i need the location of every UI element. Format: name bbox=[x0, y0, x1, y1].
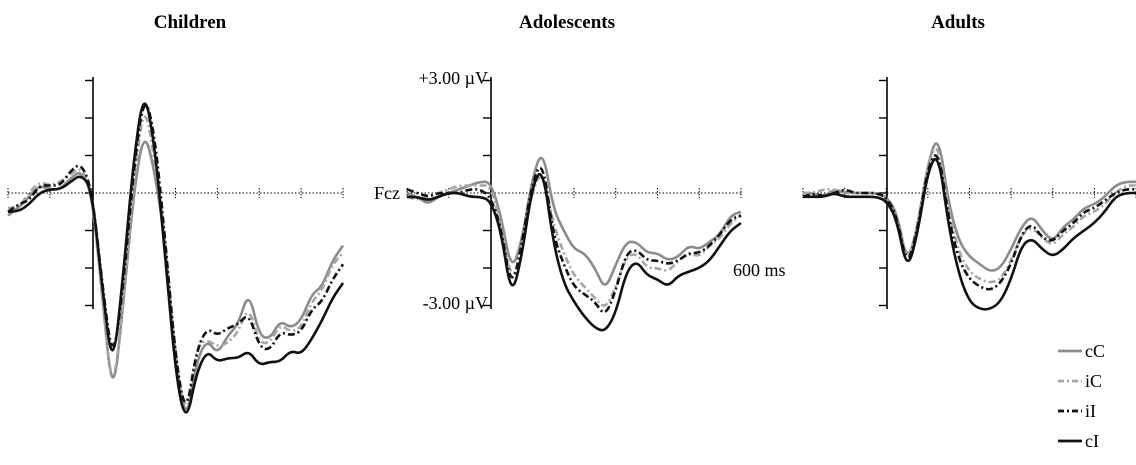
legend-label-cI: cI bbox=[1085, 431, 1099, 451]
channel-label: Fcz bbox=[374, 183, 400, 203]
y-top-label: +3.00 µV bbox=[418, 68, 488, 88]
panel-adolescents bbox=[406, 77, 742, 332]
panel-children bbox=[7, 77, 345, 414]
time-label: 600 ms bbox=[733, 260, 786, 280]
legend-label-iC: iC bbox=[1085, 371, 1102, 391]
series-line-iI bbox=[802, 154, 1136, 291]
series-line-cC bbox=[802, 142, 1136, 272]
series-line-iI bbox=[406, 166, 742, 314]
legend-label-cC: cC bbox=[1085, 341, 1105, 361]
legend-label-iI: iI bbox=[1085, 401, 1096, 421]
panel-title-adolescents: Adolescents bbox=[519, 12, 615, 33]
panel-adults bbox=[802, 77, 1136, 311]
series-line-cI bbox=[406, 173, 742, 332]
panel-title-children: Children bbox=[154, 12, 227, 33]
series-line-iC bbox=[802, 147, 1136, 284]
panel-title-adults: Adults bbox=[931, 12, 985, 33]
series-line-iI bbox=[7, 104, 345, 404]
y-bottom-label: -3.00 µV bbox=[423, 293, 488, 313]
series-line-cC bbox=[406, 156, 742, 286]
series-line-cI bbox=[802, 158, 1136, 311]
series-line-cI bbox=[7, 102, 345, 414]
legend: cC iC iI cI bbox=[1058, 341, 1105, 451]
